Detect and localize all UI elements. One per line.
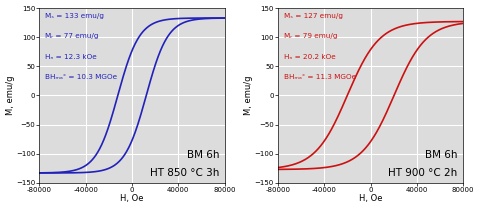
Text: HT 850 °C 3h: HT 850 °C 3h bbox=[150, 168, 219, 178]
Text: BHₘₐˣ = 10.3 MGOe: BHₘₐˣ = 10.3 MGOe bbox=[45, 74, 117, 80]
Y-axis label: M, emu/g: M, emu/g bbox=[6, 76, 14, 115]
Text: Mₛ = 133 emu/g: Mₛ = 133 emu/g bbox=[45, 13, 104, 19]
Text: Hₙ = 12.3 kOe: Hₙ = 12.3 kOe bbox=[45, 54, 97, 60]
X-axis label: H, Oe: H, Oe bbox=[359, 194, 383, 203]
Text: BM 6h: BM 6h bbox=[425, 150, 457, 160]
Text: Mᵣ = 79 emu/g: Mᵣ = 79 emu/g bbox=[284, 33, 337, 40]
Text: Mᵣ = 77 emu/g: Mᵣ = 77 emu/g bbox=[45, 33, 98, 40]
Text: Hₙ = 20.2 kOe: Hₙ = 20.2 kOe bbox=[284, 54, 336, 60]
Text: HT 900 °C 2h: HT 900 °C 2h bbox=[388, 168, 457, 178]
Text: Mₛ = 127 emu/g: Mₛ = 127 emu/g bbox=[284, 13, 343, 19]
Text: BM 6h: BM 6h bbox=[187, 150, 219, 160]
X-axis label: H, Oe: H, Oe bbox=[120, 194, 144, 203]
Y-axis label: M, emu/g: M, emu/g bbox=[244, 76, 253, 115]
Text: BHₘₐˣ = 11.3 MGOe: BHₘₐˣ = 11.3 MGOe bbox=[284, 74, 356, 80]
